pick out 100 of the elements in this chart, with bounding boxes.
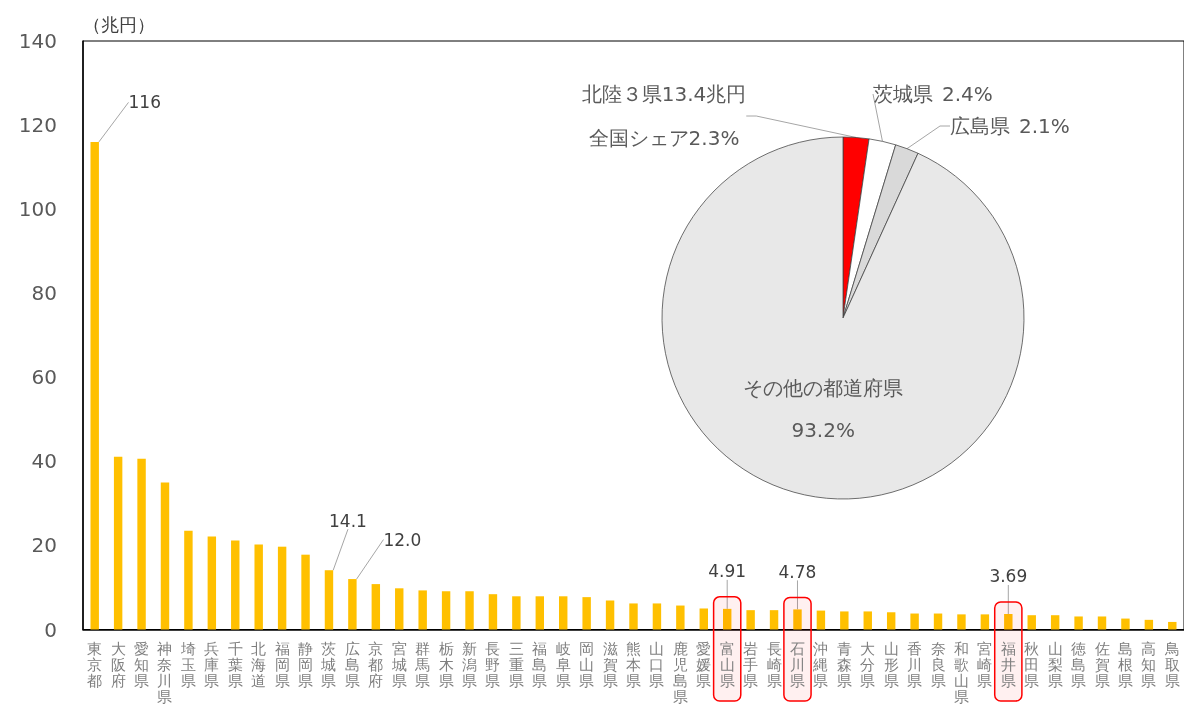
bar	[254, 544, 263, 630]
bar	[301, 554, 310, 630]
data-label: 2.1%	[1019, 114, 1070, 138]
y-tick-label: 120	[18, 113, 57, 138]
y-tick-label: 0	[44, 617, 57, 642]
x-tick-label: 長崎県	[766, 639, 783, 690]
bar	[488, 594, 498, 630]
x-tick-label: 岡山県	[578, 639, 595, 690]
x-tick-label: 高知県	[1140, 639, 1157, 690]
x-tick-label: 熊本県	[625, 639, 642, 690]
x-tick-label: 石川県	[789, 639, 806, 690]
y-axis-title: （兆円）	[83, 13, 155, 35]
bar	[160, 482, 170, 630]
bar	[746, 610, 755, 630]
slice-label: 広島県	[950, 114, 1010, 138]
x-tick-label: 福島県	[531, 639, 548, 690]
x-tick-label: 群馬県	[414, 639, 431, 690]
y-tick-label: 100	[18, 197, 57, 222]
bar	[324, 570, 334, 630]
x-tick-label: 埼玉県	[180, 639, 197, 690]
x-tick-label: 岩手県	[742, 639, 759, 690]
x-tick-label: 奈良県	[930, 639, 947, 690]
x-tick-label: 山形県	[883, 639, 900, 690]
bar	[793, 609, 802, 630]
x-tick-label: 宮崎県	[976, 639, 993, 690]
bar	[933, 613, 943, 630]
x-tick-label: 広島県	[344, 639, 361, 690]
bar	[371, 584, 381, 630]
bar	[559, 596, 568, 630]
x-tick-label: 大阪府	[110, 639, 127, 690]
x-tick-label: 三重県	[508, 639, 525, 690]
x-tick-label: 京都府	[367, 639, 384, 690]
bar	[722, 608, 732, 630]
bar	[886, 612, 896, 630]
y-tick-label: 60	[31, 365, 57, 390]
bar	[1097, 616, 1107, 630]
x-tick-label: 和歌山県	[953, 639, 970, 706]
x-tick-label: 島根県	[1117, 639, 1134, 690]
x-tick-label: 千葉県	[227, 639, 244, 690]
bar	[769, 610, 779, 630]
x-tick-label: 岐阜県	[555, 639, 572, 690]
bar	[90, 141, 99, 630]
bar	[652, 603, 662, 630]
x-tick-label: 兵庫県	[203, 639, 220, 690]
bar	[910, 613, 919, 630]
x-tick-label: 香川県	[906, 639, 923, 690]
bar	[1121, 618, 1130, 630]
bar	[840, 611, 849, 630]
bar	[816, 610, 826, 630]
x-tick-label: 秋田県	[1023, 639, 1040, 690]
x-tick-label: 山口県	[648, 639, 665, 690]
bar	[137, 458, 146, 630]
x-tick-label: 福井県	[1000, 639, 1017, 690]
y-tick-label: 20	[31, 533, 57, 558]
data-label: 4.78	[778, 561, 817, 582]
slice-label: 茨城県	[873, 82, 933, 106]
x-tick-label: 愛媛県	[695, 639, 712, 690]
y-tick-label: 140	[18, 29, 57, 53]
x-tick-label: 山梨県	[1047, 639, 1064, 690]
slice-label: 北陸３県13.4兆円	[581, 82, 747, 106]
bar	[1168, 621, 1177, 630]
x-tick-label: 茨城県	[320, 639, 337, 690]
bar	[1074, 616, 1083, 630]
slice-label: その他の都道府県	[743, 376, 904, 401]
x-tick-label: 愛知県	[133, 639, 150, 690]
data-label: 3.69	[989, 566, 1028, 587]
x-tick-label: 佐賀県	[1094, 639, 1110, 690]
x-tick-label: 長野県	[484, 639, 501, 690]
x-tick-label: 富山県	[719, 639, 736, 690]
bar	[1027, 615, 1036, 630]
x-tick-label: 大分県	[859, 639, 876, 690]
x-tick-label: 徳島県	[1070, 639, 1087, 690]
data-label: 12.0	[383, 529, 422, 550]
bar	[231, 540, 240, 630]
bar	[605, 600, 615, 630]
y-tick-label: 40	[31, 449, 57, 474]
bar	[1004, 613, 1013, 630]
x-tick-label: 新潟県	[461, 639, 478, 690]
bar	[582, 597, 591, 630]
bar	[957, 614, 966, 630]
bar	[113, 456, 123, 630]
x-tick-label: 鹿児島県	[672, 639, 689, 706]
x-tick-label: 北海道	[250, 639, 267, 690]
data-label: 4.91	[708, 561, 747, 582]
bar	[1144, 619, 1154, 630]
x-tick-label: 宮城県	[391, 639, 408, 690]
bar	[184, 530, 193, 630]
x-tick-label: 東京都	[86, 639, 103, 690]
data-label: 全国シェア2.3%	[588, 126, 740, 150]
x-tick-label: 滋賀県	[602, 639, 619, 690]
x-tick-label: 福岡県	[274, 639, 291, 690]
x-tick-label: 鳥取県	[1164, 639, 1181, 690]
x-tick-label: 静岡県	[297, 639, 314, 690]
x-tick-label: 沖縄県	[812, 639, 829, 690]
bar	[395, 588, 404, 630]
data-label: 116	[128, 92, 161, 113]
bar	[277, 546, 287, 630]
bar	[1050, 615, 1060, 630]
x-tick-label: 神奈川県	[156, 639, 173, 706]
bar	[863, 611, 872, 630]
